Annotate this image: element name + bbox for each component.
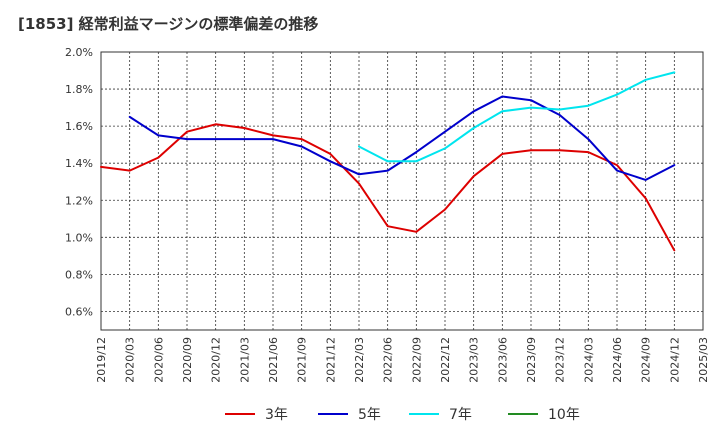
legend-label: 3年 <box>265 407 288 423</box>
legend-label: 10年 <box>548 407 580 423</box>
legend-label: 7年 <box>449 407 472 423</box>
x-tick-label: 2024/03 <box>582 337 595 383</box>
y-tick-label: 0.8% <box>65 268 93 281</box>
series-line <box>358 71 676 163</box>
y-tick-label: 1.2% <box>65 194 93 207</box>
x-tick-label: 2023/03 <box>468 337 481 383</box>
x-tick-label: 2020/09 <box>181 337 194 383</box>
y-tick-label: 2.0% <box>65 46 93 59</box>
series-line <box>100 123 676 252</box>
x-tick-label: 2023/06 <box>496 337 509 383</box>
x-tick-label: 2022/06 <box>382 337 395 383</box>
y-tick-label: 1.8% <box>65 83 93 96</box>
plot-border <box>100 51 704 331</box>
x-tick-label: 2024/06 <box>611 337 624 383</box>
x-tick-label: 2019/12 <box>95 337 108 383</box>
x-tick-label: 2024/09 <box>640 337 653 383</box>
chart-title: [1853] 経常利益マージンの標準偏差の推移 <box>18 15 319 33</box>
x-tick-label: 2020/03 <box>124 337 137 383</box>
x-tick-label: 2020/12 <box>210 337 223 383</box>
x-tick-label: 2023/09 <box>525 337 538 383</box>
x-tick-label: 2023/12 <box>554 337 567 383</box>
x-tick-label: 2020/06 <box>152 337 165 383</box>
plot-area <box>101 52 703 330</box>
y-tick-label: 1.4% <box>65 157 93 170</box>
x-tick-label: 2021/03 <box>238 337 251 383</box>
legend-label: 5年 <box>358 407 381 423</box>
x-tick-label: 2022/09 <box>410 337 423 383</box>
y-tick-label: 1.6% <box>65 120 93 133</box>
x-tick-label: 2021/09 <box>296 337 309 383</box>
y-tick-label: 1.0% <box>65 231 93 244</box>
x-tick-label: 2025/03 <box>697 337 710 383</box>
x-tick-label: 2022/03 <box>353 337 366 383</box>
y-tick-label: 0.6% <box>65 305 93 318</box>
x-tick-label: 2022/12 <box>439 337 452 383</box>
x-tick-label: 2024/12 <box>668 337 681 383</box>
x-tick-label: 2021/12 <box>324 337 337 383</box>
x-tick-label: 2021/06 <box>267 337 280 383</box>
